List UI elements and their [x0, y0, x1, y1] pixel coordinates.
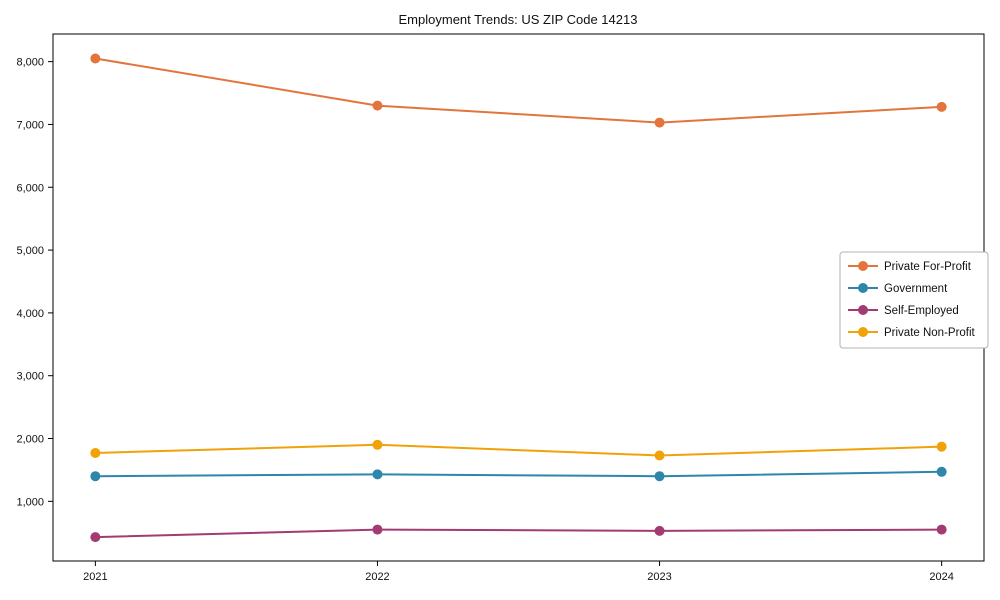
legend-label: Private For-Profit	[884, 261, 972, 273]
data-point-marker	[654, 525, 665, 536]
data-point-marker	[654, 117, 665, 128]
data-point-marker	[936, 441, 947, 452]
data-point-marker	[936, 101, 947, 112]
series-line-self-employed	[94, 528, 943, 539]
y-axis-tick-label: 1,000	[16, 496, 44, 508]
legend-label: Private Non-Profit	[884, 327, 976, 339]
y-axis-tick-label: 7,000	[16, 119, 44, 131]
y-axis-tick-label: 4,000	[16, 308, 44, 320]
y-axis-tick-label: 6,000	[16, 182, 44, 194]
x-axis-tick-label: 2024	[929, 571, 953, 583]
data-point-marker	[90, 53, 101, 64]
y-axis-tick-label: 5,000	[16, 245, 44, 257]
data-point-marker	[90, 532, 101, 543]
y-axis-tick-label: 2,000	[16, 434, 44, 446]
series-line-government	[94, 470, 943, 478]
data-point-marker	[372, 100, 383, 111]
data-point-marker	[654, 471, 665, 482]
x-axis-tick-label: 2022	[365, 571, 389, 583]
series-line-private-for-profit	[94, 57, 943, 124]
chart-title: Employment Trends: US ZIP Code 14213	[399, 12, 638, 27]
legend-swatch-marker	[858, 283, 868, 293]
legend-label: Government	[884, 283, 948, 295]
data-point-marker	[372, 524, 383, 535]
data-point-marker	[936, 466, 947, 477]
data-point-marker	[654, 450, 665, 461]
data-point-marker	[90, 471, 101, 482]
legend-label: Self-Employed	[884, 305, 959, 317]
data-point-marker	[372, 439, 383, 450]
data-point-marker	[372, 469, 383, 480]
legend-swatch-marker	[858, 305, 868, 315]
series-line-private-non-profit	[94, 443, 943, 457]
x-axis-tick-label: 2023	[647, 571, 671, 583]
x-axis-tick-label: 2021	[83, 571, 107, 583]
legend-swatch-marker	[858, 327, 868, 337]
data-point-marker	[90, 447, 101, 458]
y-axis-tick-label: 3,000	[16, 371, 44, 383]
legend-swatch-marker	[858, 261, 868, 271]
data-point-marker	[936, 524, 947, 535]
legend-box	[839, 251, 989, 349]
y-axis-tick-label: 8,000	[16, 57, 44, 69]
